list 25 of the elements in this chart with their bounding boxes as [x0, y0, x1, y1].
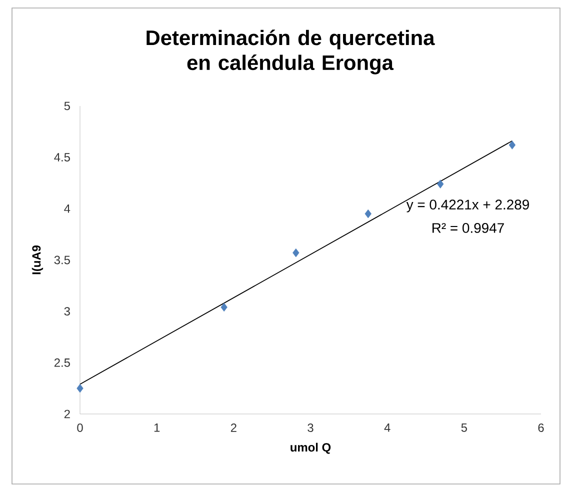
- x-tick-label: 4: [384, 424, 390, 432]
- y-tick-label: 4.5: [54, 153, 70, 162]
- y-tick-label: 4: [64, 204, 70, 213]
- point: [220, 302, 228, 312]
- y-tick-label: 3.5: [54, 256, 70, 264]
- y-tick-label: 2.5: [54, 358, 70, 367]
- chart-title: Determinación de quercetina en caléndula Eronga: [146, 30, 435, 74]
- x-tick-label: 6: [538, 424, 544, 432]
- y-tick-label: 5: [64, 102, 70, 110]
- point: [508, 140, 516, 150]
- x-tick-label: 0: [77, 424, 83, 432]
- x-tick-label: 1: [154, 424, 160, 432]
- x-tick-label: 3: [308, 424, 314, 432]
- y-tick-label: 2: [64, 410, 70, 418]
- point: [292, 248, 300, 258]
- x-axis-title: umol Q: [290, 442, 331, 454]
- point: [364, 209, 372, 218]
- annotation: R² = 0.9947: [432, 223, 504, 233]
- x-tick-label: 5: [461, 424, 467, 432]
- annotation: y = 0.4221x + 2.289: [406, 200, 529, 212]
- x-tick-label: 2: [230, 424, 236, 432]
- y-tick-label: 3: [64, 307, 70, 316]
- point: [76, 384, 84, 393]
- y-axis-title: I(uA9: [32, 245, 44, 274]
- point: [437, 180, 444, 188]
